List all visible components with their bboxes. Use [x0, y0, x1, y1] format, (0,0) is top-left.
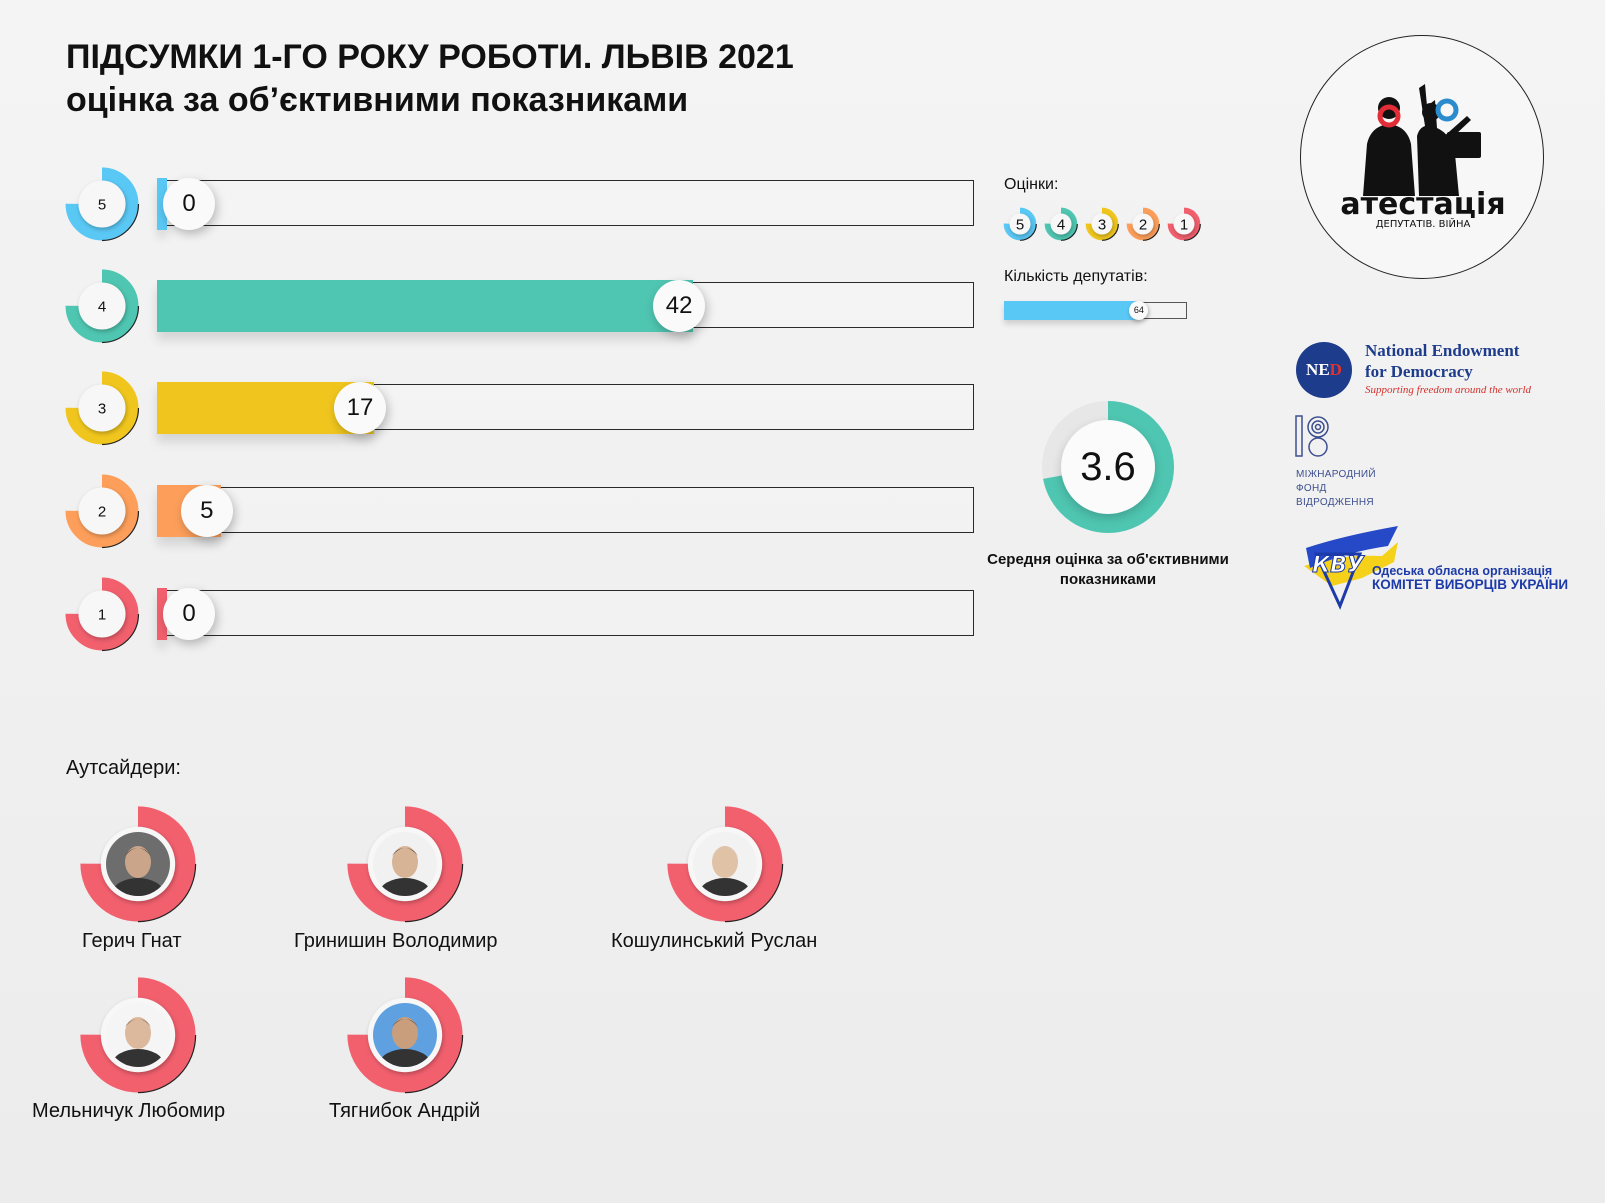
outsider-avatar [373, 832, 437, 896]
svg-text:1: 1 [1180, 216, 1188, 233]
ned-line-1: National Endowment [1365, 341, 1520, 360]
legend-grade-5: 5 [1003, 207, 1037, 241]
svg-text:3: 3 [1098, 216, 1106, 233]
outsider-avatar [106, 832, 170, 896]
legend-grade-4: 4 [1044, 207, 1078, 241]
svg-text:4: 4 [98, 298, 106, 315]
svg-text:5: 5 [98, 196, 106, 213]
grade-label-3: 3 [65, 371, 140, 446]
outsiders-title: Аутсайдери: [66, 757, 181, 779]
outsider-name: Кошулинський Руслан [611, 930, 818, 952]
grade-label-2: 2 [65, 474, 140, 549]
ned-name: National Endowment for Democracy [1365, 340, 1519, 382]
cvu-line-1: Одеська обласна організація [1372, 564, 1553, 578]
legend-grade-3: 3 [1085, 207, 1119, 241]
bar-value-2: 5 [180, 485, 233, 537]
svg-text:1: 1 [98, 606, 106, 623]
outsider-name: Мельничук Любомир [32, 1100, 226, 1122]
irf-mark [1295, 415, 1329, 457]
svg-text:2: 2 [1139, 216, 1147, 233]
irf-name: МІЖНАРОДНИЙ ФОНД ВІДРОДЖЕННЯ [1296, 468, 1376, 510]
page-title: ПІДСУМКИ 1-ГО РОКУ РОБОТИ. ЛЬВІВ 2021 оц… [66, 36, 794, 122]
grades-legend-label: Оцінки: [1004, 176, 1059, 193]
svg-text:2: 2 [98, 503, 106, 520]
outsider-name: Тягнибок Андрій [329, 1100, 481, 1122]
irf-line-1: МІЖНАРОДНИЙ [1296, 469, 1376, 480]
average-caption: Середня оцінка за об'єктивними показника… [987, 551, 1229, 588]
attestation-logo: атестація ДЕПУТАТІВ. ВІЙНА [1300, 35, 1544, 279]
bar-5 [157, 178, 167, 230]
grade-label-1: 1 [65, 577, 140, 652]
cvu-name: Одеська обласна організація КОМІТЕТ ВИБО… [1372, 564, 1568, 592]
bar-4 [157, 280, 694, 332]
irf-line-2: ФОНД [1296, 483, 1327, 494]
title-line-1: ПІДСУМКИ 1-ГО РОКУ РОБОТИ. ЛЬВІВ 2021 [66, 38, 794, 76]
grade-label-5: 5 [65, 167, 140, 242]
cvu-line-2: КОМІТЕТ ВИБОРЦІВ УКРАЇНИ [1372, 577, 1569, 592]
grade-row-4: 4 42 [64, 268, 974, 344]
outsider-avatar [106, 1003, 170, 1067]
bar-value-1: 0 [163, 588, 215, 640]
outsider-avatar [693, 832, 757, 896]
average-value: 3.6 [1061, 420, 1155, 514]
ned-logo: NED National Endowment for Democracy Sup… [1296, 338, 1536, 402]
grade-badge-1: 1 [64, 576, 140, 652]
grade-row-3: 3 17 [64, 370, 974, 446]
ned-mark: NED [1296, 342, 1352, 398]
ned-abbr-1: NE [1306, 360, 1330, 379]
irf-line-3: ВІДРОДЖЕННЯ [1296, 497, 1374, 508]
ned-line-2: for Democracy [1365, 362, 1473, 381]
irf-logo: МІЖНАРОДНИЙ ФОНД ВІДРОДЖЕННЯ [1294, 414, 1414, 514]
grade-badge-2: 2 [64, 473, 140, 549]
attestation-subtitle: ДЕПУТАТІВ. ВІЙНА [1376, 217, 1471, 230]
legend-grade-1: 1 [1167, 207, 1201, 241]
outsider-name: Гринишин Володимир [294, 930, 498, 952]
count-value: 64 [1129, 301, 1149, 320]
bar-track [157, 590, 974, 636]
svg-text:3: 3 [98, 400, 106, 417]
svg-text:4: 4 [1057, 216, 1065, 233]
svg-text:5: 5 [1016, 216, 1024, 233]
bar-value-3: 17 [334, 382, 387, 434]
outsider-name: Герич Гнат [82, 930, 182, 952]
cvu-abbr: КВУ [1312, 553, 1365, 578]
grade-badge-4: 4 [64, 268, 140, 344]
bar-value-4: 42 [653, 280, 706, 332]
cvu-logo: КВУ Одеська обласна організація КОМІТЕТ … [1302, 526, 1568, 612]
bar-track [157, 487, 974, 533]
title-line-2: оцінка за об’єктивними показниками [66, 81, 689, 119]
count-legend-label: Кількість депутатів: [1004, 268, 1148, 285]
cvu-mark: КВУ [1304, 526, 1398, 610]
outsider-avatar [373, 1003, 437, 1067]
legend-grade-2: 2 [1126, 207, 1160, 241]
bar-value-5: 0 [163, 178, 215, 230]
ned-tagline: Supporting freedom around the world [1365, 384, 1532, 396]
attestation-wordmark: атестація [1340, 187, 1505, 222]
count-bar-fill [1004, 301, 1140, 320]
grade-label-4: 4 [65, 269, 140, 344]
grade-badge-3: 3 [64, 370, 140, 446]
bar-track [157, 180, 974, 226]
average-donut [1041, 400, 1175, 534]
ned-abbr-2: D [1329, 360, 1342, 379]
grade-badge-5: 5 [64, 166, 140, 242]
bar-1 [157, 588, 167, 640]
